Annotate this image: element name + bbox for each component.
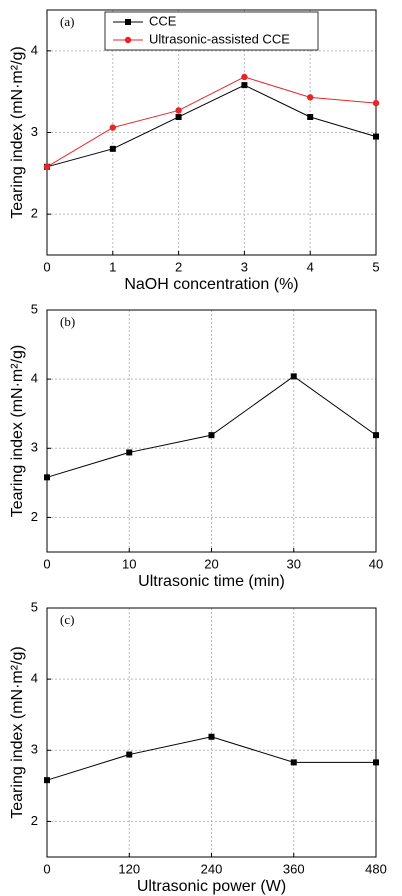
marker — [290, 373, 297, 380]
x-tick-label: 360 — [283, 861, 305, 876]
legend-label: CCE — [149, 13, 177, 28]
x-tick-label: 0 — [43, 556, 50, 571]
marker — [175, 113, 182, 120]
y-axis-label: Tearing index (mN·m²/g) — [9, 46, 26, 218]
marker — [290, 759, 297, 766]
marker — [307, 94, 314, 101]
marker — [126, 449, 133, 456]
x-tick-label: 4 — [307, 259, 314, 274]
marker — [109, 145, 116, 152]
panel-label: (a) — [60, 14, 74, 29]
series-line — [46, 76, 377, 168]
legend-marker — [124, 36, 132, 44]
marker — [241, 82, 248, 89]
marker — [208, 733, 215, 740]
x-tick-label: 20 — [204, 556, 218, 571]
plot-frame — [46, 607, 377, 858]
plot-frame — [46, 309, 377, 553]
y-tick-label: 5 — [31, 301, 38, 316]
marker — [43, 163, 51, 170]
x-tick-label: 2 — [175, 259, 182, 274]
x-tick-label: 480 — [365, 861, 387, 876]
x-tick-label: 240 — [201, 861, 223, 876]
marker — [126, 751, 133, 758]
y-tick-label: 2 — [31, 206, 38, 221]
y-tick-label: 3 — [31, 440, 38, 455]
legend-marker — [125, 19, 131, 25]
marker — [44, 777, 50, 784]
y-tick-label: 3 — [31, 742, 38, 757]
plot-frame — [46, 9, 377, 256]
marker — [373, 759, 379, 766]
y-axis-label: Tearing index (mN·m²/g) — [9, 345, 26, 517]
marker — [307, 113, 314, 120]
x-tick-label: 30 — [287, 556, 301, 571]
y-tick-label: 2 — [31, 813, 38, 828]
x-axis-label: NaOH concentration (%) — [124, 276, 298, 293]
marker — [372, 99, 380, 107]
marker — [175, 107, 182, 114]
x-tick-label: 0 — [43, 861, 50, 876]
legend-label: Ultrasonic-assisted CCE — [149, 31, 290, 46]
marker — [208, 432, 215, 439]
x-tick-label: 3 — [241, 259, 248, 274]
y-axis-label: Tearing index (mN·m²/g) — [9, 646, 26, 818]
marker — [109, 124, 117, 131]
panel-label: (b) — [60, 314, 75, 329]
x-tick-label: 10 — [122, 556, 136, 571]
x-tick-label: 120 — [118, 861, 140, 876]
x-tick-label: 40 — [369, 556, 383, 571]
panel-label: (c) — [60, 612, 74, 627]
x-tick-label: 1 — [109, 259, 116, 274]
x-tick-label: 0 — [43, 259, 50, 274]
y-tick-label: 4 — [31, 371, 38, 386]
y-tick-label: 3 — [31, 124, 38, 139]
legend-box — [104, 11, 319, 51]
y-tick-label: 4 — [31, 671, 38, 686]
marker — [241, 73, 248, 81]
y-tick-label: 4 — [31, 42, 38, 57]
x-axis-label: Ultrasonic time (min) — [138, 573, 285, 590]
marker — [373, 133, 379, 140]
x-axis-label: Ultrasonic power (W) — [137, 878, 286, 895]
marker — [44, 474, 50, 481]
marker — [373, 432, 379, 439]
series-line — [46, 84, 377, 168]
x-tick-label: 5 — [372, 259, 379, 274]
y-tick-label: 5 — [31, 599, 38, 614]
y-tick-label: 2 — [31, 509, 38, 524]
